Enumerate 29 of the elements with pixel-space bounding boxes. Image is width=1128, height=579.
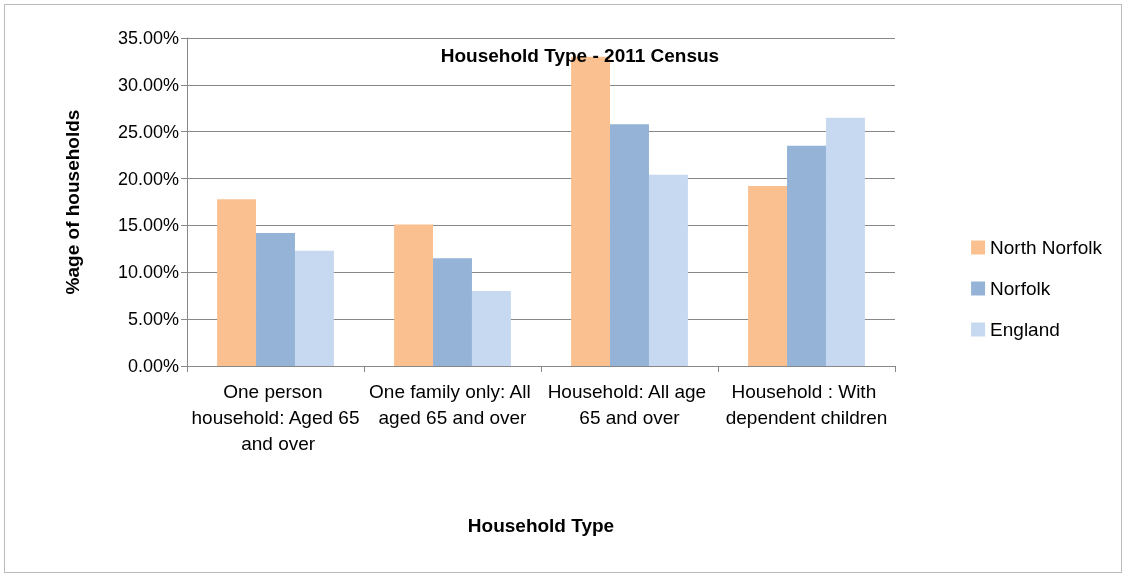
y-tick-label: 0.00% xyxy=(127,356,179,376)
x-tick-label: Household : With dependent children xyxy=(725,380,888,428)
bar xyxy=(825,117,865,366)
bar xyxy=(433,258,472,366)
bar xyxy=(748,186,788,366)
bar xyxy=(648,174,688,366)
legend-label: England xyxy=(990,319,1060,340)
x-tick-label: One person household: Aged 65 and over xyxy=(191,380,360,454)
x-axis-title: Household Type xyxy=(467,515,615,536)
x-tick-label: One family only: All aged 65 and over xyxy=(369,380,536,428)
bar xyxy=(394,224,434,366)
y-tick-label: 15.00% xyxy=(117,215,179,236)
y-tick-label: 35.00% xyxy=(117,28,179,48)
y-tick-label: 10.00% xyxy=(117,262,179,283)
legend-label: North Norfolk xyxy=(990,237,1103,258)
bar xyxy=(256,232,295,366)
y-tick-label: 30.00% xyxy=(117,74,179,95)
y-tick-label: 20.00% xyxy=(117,168,179,189)
y-axis-title: %age of households xyxy=(62,109,83,295)
chart-title: Household Type - 2011 Census xyxy=(440,45,720,66)
y-tick-label: 5.00% xyxy=(127,309,179,330)
y-tick-label: 25.00% xyxy=(117,121,179,142)
x-tick-label: Household: All age 65 and over xyxy=(547,380,712,428)
bar xyxy=(471,291,511,366)
bar xyxy=(217,199,257,366)
bar xyxy=(610,124,649,366)
legend-label: Norfolk xyxy=(990,278,1051,299)
bar xyxy=(294,250,334,366)
bar xyxy=(787,145,826,366)
